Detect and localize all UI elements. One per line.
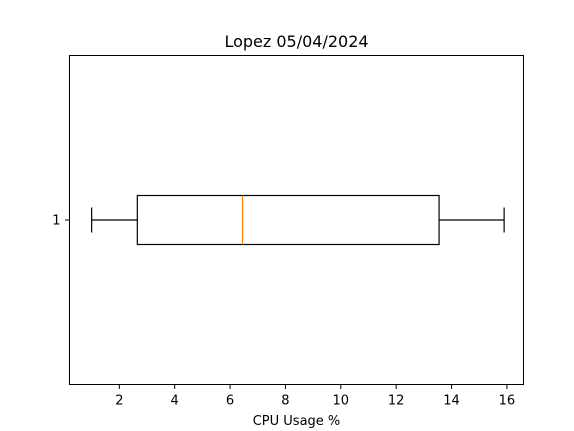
x-tick-label: 16: [499, 394, 516, 409]
x-tick-label: 6: [226, 394, 234, 409]
x-tick-label: 8: [281, 394, 289, 409]
x-tick-label: 4: [171, 394, 179, 409]
x-axis-label: CPU Usage %: [253, 414, 341, 429]
x-tick-label: 12: [388, 394, 405, 409]
x-tick-label: 10: [333, 394, 350, 409]
x-tick-label: 2: [115, 394, 123, 409]
x-tick-label: 14: [443, 394, 460, 409]
y-tick-label: 1: [52, 214, 60, 229]
chart-title: Lopez 05/04/2024: [224, 32, 368, 51]
